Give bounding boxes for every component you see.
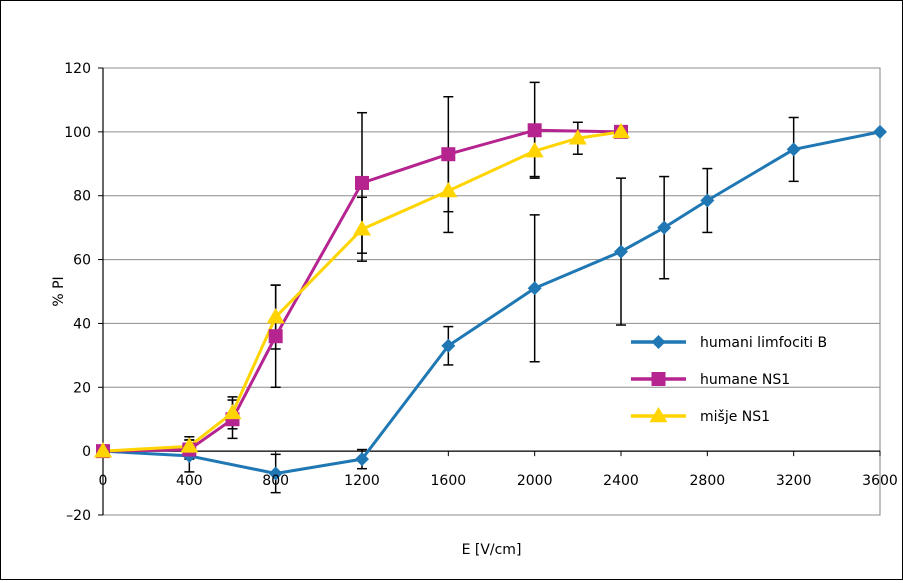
data-point xyxy=(873,124,887,139)
data-point xyxy=(355,175,369,190)
x-tick-label: 3200 xyxy=(776,473,812,489)
data-point xyxy=(353,220,371,236)
x-tick-label: 400 xyxy=(176,473,203,489)
data-point xyxy=(441,147,456,162)
y-tick-label: 0 xyxy=(82,444,91,460)
data-point xyxy=(441,338,456,353)
y-tick-label: 40 xyxy=(73,316,91,332)
x-axis-title: E [V/cm] xyxy=(462,542,522,558)
x-tick-label: 2800 xyxy=(690,473,726,489)
legend: humani limfociti B humane NS1 mišje NS1 xyxy=(631,335,827,425)
data-point xyxy=(657,220,672,235)
legend-marker xyxy=(649,407,668,423)
data-point xyxy=(527,281,542,296)
legend-marker xyxy=(651,335,666,349)
legend-label: humane NS1 xyxy=(700,372,790,388)
y-tick-label: 60 xyxy=(73,253,91,269)
y-tick-label: 80 xyxy=(73,189,91,205)
data-point xyxy=(94,442,112,458)
x-tick-label: 1200 xyxy=(344,473,380,489)
plot-area xyxy=(102,67,881,516)
data-point xyxy=(527,123,542,138)
x-tick-label: 2000 xyxy=(517,473,553,489)
legend-label: mišje NS1 xyxy=(700,409,770,425)
data-point xyxy=(180,437,199,453)
data-point xyxy=(525,142,544,158)
y-tick-label: 20 xyxy=(73,380,91,396)
x-tick-label: 3600 xyxy=(862,473,898,489)
x-tick-label: 2400 xyxy=(603,473,639,489)
data-point xyxy=(786,142,801,157)
data-point xyxy=(439,181,458,198)
data-point xyxy=(700,193,715,208)
x-tick-label: 0 xyxy=(99,473,108,489)
series-line xyxy=(102,128,622,453)
x-tick-label: 1600 xyxy=(431,473,467,489)
data-point xyxy=(223,403,242,420)
data-point xyxy=(612,122,630,139)
data-point xyxy=(268,329,283,344)
x-tick-label: 800 xyxy=(262,473,289,489)
data-point xyxy=(268,466,283,481)
y-axis-title: % PI xyxy=(51,276,67,306)
legend-label: humani limfociti B xyxy=(700,335,827,351)
data-point xyxy=(614,244,628,259)
data-point xyxy=(355,452,369,467)
y-tick-label: 120 xyxy=(64,61,91,77)
y-tick-label: 100 xyxy=(64,125,91,141)
legend-marker xyxy=(651,372,666,386)
data-point xyxy=(266,308,285,324)
y-tick-label: –20 xyxy=(66,508,91,524)
data-point xyxy=(568,129,587,145)
